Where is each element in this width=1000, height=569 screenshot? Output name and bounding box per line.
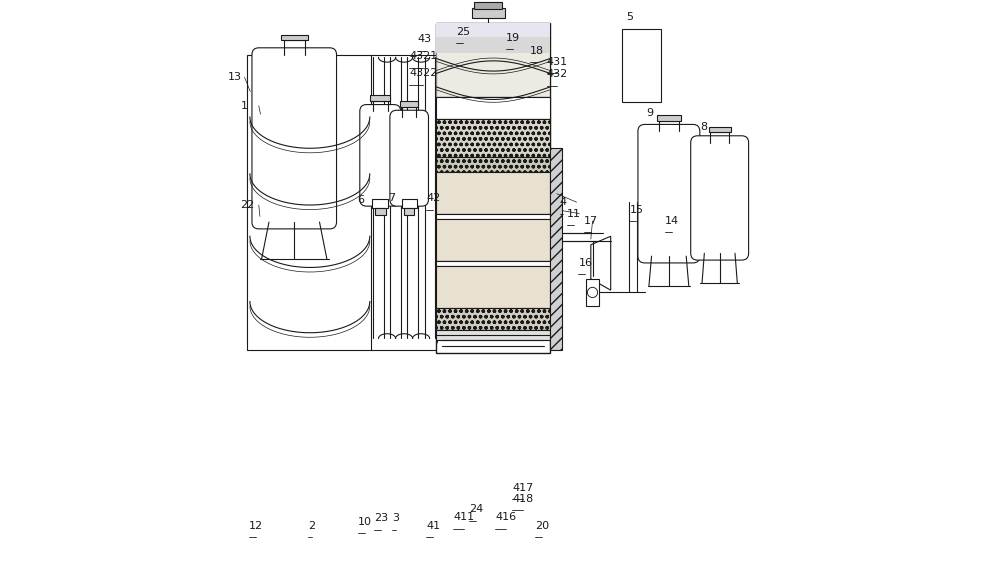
- Bar: [436, 97, 550, 119]
- Bar: [436, 261, 550, 266]
- FancyBboxPatch shape: [252, 48, 337, 229]
- Text: 43: 43: [418, 34, 432, 44]
- Polygon shape: [591, 236, 611, 290]
- Bar: [436, 218, 550, 261]
- Text: 25: 25: [456, 27, 470, 37]
- Bar: [371, 55, 438, 350]
- Text: 432: 432: [547, 69, 568, 80]
- Bar: [436, 330, 550, 340]
- Text: 13: 13: [228, 72, 242, 83]
- Text: 17: 17: [584, 216, 598, 226]
- Bar: [436, 171, 550, 214]
- Bar: [375, 208, 386, 215]
- Bar: [281, 35, 308, 40]
- Text: 19: 19: [506, 32, 520, 43]
- Text: 10: 10: [358, 517, 372, 527]
- Circle shape: [587, 287, 598, 298]
- Text: 2: 2: [308, 521, 315, 531]
- Text: 6: 6: [357, 196, 364, 205]
- Bar: [436, 37, 550, 53]
- Bar: [247, 55, 372, 350]
- FancyBboxPatch shape: [691, 136, 749, 260]
- Bar: [436, 266, 550, 308]
- FancyBboxPatch shape: [638, 125, 700, 263]
- Bar: [436, 119, 550, 158]
- Text: 4: 4: [560, 197, 567, 207]
- Text: 22: 22: [241, 200, 255, 210]
- Text: 4322: 4322: [409, 68, 438, 79]
- Text: 23: 23: [374, 513, 388, 523]
- Bar: [622, 29, 661, 102]
- Text: 9: 9: [646, 108, 654, 118]
- Text: 416: 416: [495, 512, 517, 522]
- Text: 16: 16: [578, 258, 592, 268]
- Text: 42: 42: [426, 193, 440, 203]
- Text: 12: 12: [249, 521, 263, 531]
- Bar: [657, 116, 681, 121]
- Bar: [474, 2, 502, 9]
- Bar: [436, 53, 550, 97]
- Text: 4321: 4321: [409, 51, 437, 61]
- Bar: [436, 308, 550, 330]
- Text: 1: 1: [241, 101, 248, 111]
- Text: 431: 431: [547, 57, 568, 67]
- Bar: [709, 127, 731, 133]
- Text: 418: 418: [512, 494, 534, 504]
- Bar: [404, 208, 414, 215]
- Text: 411: 411: [453, 512, 475, 522]
- Bar: [436, 214, 550, 218]
- FancyBboxPatch shape: [390, 110, 428, 206]
- Text: 24: 24: [469, 504, 483, 514]
- Bar: [372, 199, 388, 208]
- Bar: [436, 23, 550, 353]
- Bar: [436, 158, 550, 171]
- Text: 15: 15: [629, 205, 643, 215]
- Bar: [370, 96, 390, 101]
- Text: 417: 417: [512, 483, 534, 493]
- Text: 8: 8: [700, 122, 707, 131]
- Bar: [586, 279, 599, 306]
- Text: 20: 20: [535, 521, 549, 531]
- FancyBboxPatch shape: [360, 105, 401, 206]
- Bar: [436, 23, 550, 37]
- Bar: [400, 101, 418, 107]
- Bar: [550, 149, 562, 350]
- Text: 11: 11: [567, 209, 581, 218]
- Bar: [402, 199, 417, 208]
- Text: 18: 18: [530, 46, 544, 56]
- Text: 3: 3: [392, 513, 399, 523]
- Bar: [472, 7, 505, 18]
- Text: 5: 5: [626, 11, 633, 22]
- Text: 14: 14: [665, 216, 679, 226]
- Text: 7: 7: [388, 193, 395, 203]
- Text: 41: 41: [426, 521, 440, 531]
